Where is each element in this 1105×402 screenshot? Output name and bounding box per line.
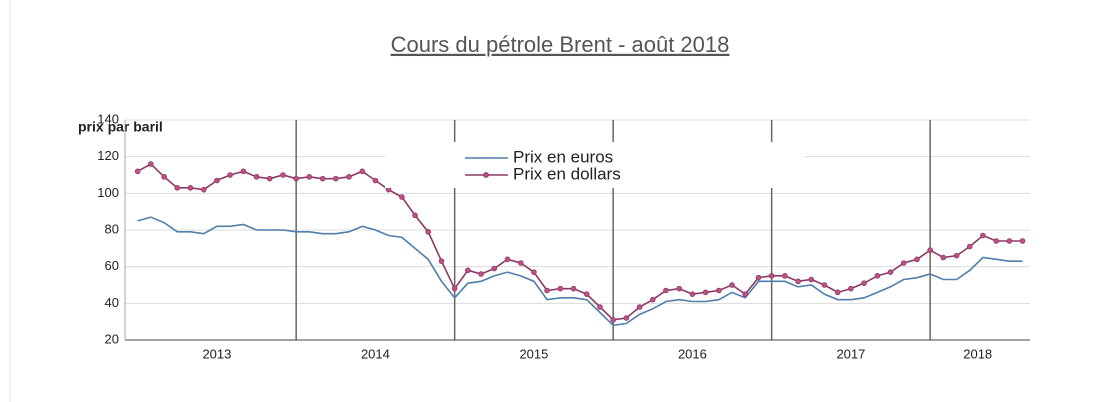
series-marker bbox=[134, 168, 141, 175]
series-marker bbox=[570, 285, 577, 292]
y-tick-label: 80 bbox=[105, 221, 119, 236]
series-marker bbox=[174, 185, 181, 191]
series-marker bbox=[742, 291, 748, 297]
series-marker bbox=[148, 161, 154, 167]
series-marker bbox=[993, 238, 1000, 244]
series-marker bbox=[755, 274, 762, 281]
series-marker bbox=[861, 280, 867, 286]
series-marker bbox=[161, 174, 167, 180]
series-marker bbox=[517, 260, 524, 266]
series-marker bbox=[782, 273, 788, 279]
x-tick-label: 2013 bbox=[202, 346, 231, 361]
x-tick-label: 2015 bbox=[519, 346, 548, 361]
y-tick-label: 20 bbox=[105, 331, 119, 346]
series-marker bbox=[451, 285, 458, 292]
series-marker bbox=[372, 177, 379, 184]
series-marker bbox=[200, 186, 207, 193]
series-marker bbox=[346, 174, 352, 180]
series-marker bbox=[504, 256, 511, 263]
series-marker bbox=[874, 273, 881, 279]
series-marker bbox=[834, 289, 841, 296]
series-marker bbox=[478, 271, 484, 277]
series-marker bbox=[1019, 238, 1026, 244]
series-marker bbox=[280, 172, 286, 178]
series-marker bbox=[914, 256, 920, 263]
x-tick-label: 2017 bbox=[836, 346, 865, 361]
series-marker bbox=[927, 247, 933, 253]
series-marker bbox=[227, 172, 233, 178]
series-marker bbox=[491, 265, 498, 272]
series-marker bbox=[306, 174, 313, 180]
series-marker bbox=[187, 185, 194, 191]
legend-box bbox=[385, 142, 805, 188]
series-marker bbox=[663, 287, 669, 294]
series-marker bbox=[597, 304, 603, 310]
series-marker bbox=[966, 243, 973, 250]
series-marker bbox=[544, 287, 550, 294]
series-marker bbox=[1006, 238, 1013, 244]
series-marker bbox=[689, 291, 696, 297]
series-marker bbox=[412, 212, 418, 219]
x-tick-label: 2018 bbox=[963, 346, 992, 361]
legend-label: Prix en euros bbox=[513, 147, 613, 166]
series-marker bbox=[319, 175, 326, 182]
y-tick-label: 140 bbox=[97, 111, 119, 126]
series-marker bbox=[676, 285, 683, 292]
y-tick-label: 40 bbox=[105, 295, 119, 310]
series-marker bbox=[729, 282, 735, 288]
series-marker bbox=[266, 175, 273, 182]
series-marker bbox=[425, 229, 431, 235]
series-marker bbox=[399, 194, 405, 200]
series-marker bbox=[887, 269, 894, 275]
legend-label: Prix en dollars bbox=[513, 164, 621, 183]
y-tick-label: 60 bbox=[105, 258, 119, 273]
series-marker bbox=[702, 289, 709, 296]
series-marker bbox=[808, 276, 815, 283]
series-marker bbox=[465, 267, 471, 274]
series-marker bbox=[240, 168, 247, 175]
series-marker bbox=[768, 273, 775, 279]
x-tick-label: 2016 bbox=[678, 346, 707, 361]
series-marker bbox=[980, 232, 986, 239]
series-marker bbox=[583, 291, 590, 297]
series-marker bbox=[821, 282, 828, 288]
series-marker bbox=[214, 177, 220, 184]
series-marker bbox=[649, 296, 656, 303]
series-marker bbox=[253, 174, 260, 180]
series-marker bbox=[359, 168, 366, 175]
series-marker bbox=[795, 278, 801, 285]
legend-marker bbox=[483, 172, 489, 178]
series-marker bbox=[848, 285, 854, 292]
x-tick-label: 2014 bbox=[361, 346, 390, 361]
y-axis-label: prix par baril bbox=[78, 119, 163, 135]
series-marker bbox=[716, 287, 722, 294]
y-tick-label: 120 bbox=[97, 148, 119, 163]
series-marker bbox=[953, 252, 960, 259]
series-marker bbox=[332, 175, 339, 182]
y-tick-label: 100 bbox=[97, 185, 119, 200]
series-marker bbox=[623, 315, 630, 321]
series-marker bbox=[438, 258, 445, 264]
series-marker bbox=[531, 269, 537, 275]
series-marker bbox=[636, 304, 643, 310]
series-marker bbox=[610, 317, 616, 323]
series-marker bbox=[557, 285, 564, 292]
series-marker bbox=[940, 254, 947, 261]
chart-title: Cours du pétrole Brent - août 2018 bbox=[391, 32, 730, 57]
series-marker bbox=[293, 175, 299, 182]
series-marker bbox=[900, 260, 907, 266]
series-line bbox=[137, 216, 1023, 327]
